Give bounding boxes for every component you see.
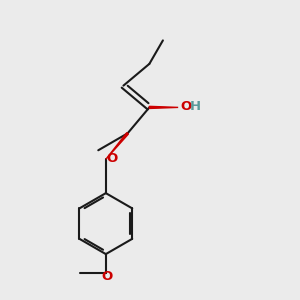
Text: O: O (102, 270, 113, 283)
Polygon shape (149, 106, 178, 109)
Text: O: O (107, 152, 118, 165)
Polygon shape (106, 133, 128, 159)
Text: O: O (180, 100, 191, 113)
Text: H: H (189, 100, 200, 113)
